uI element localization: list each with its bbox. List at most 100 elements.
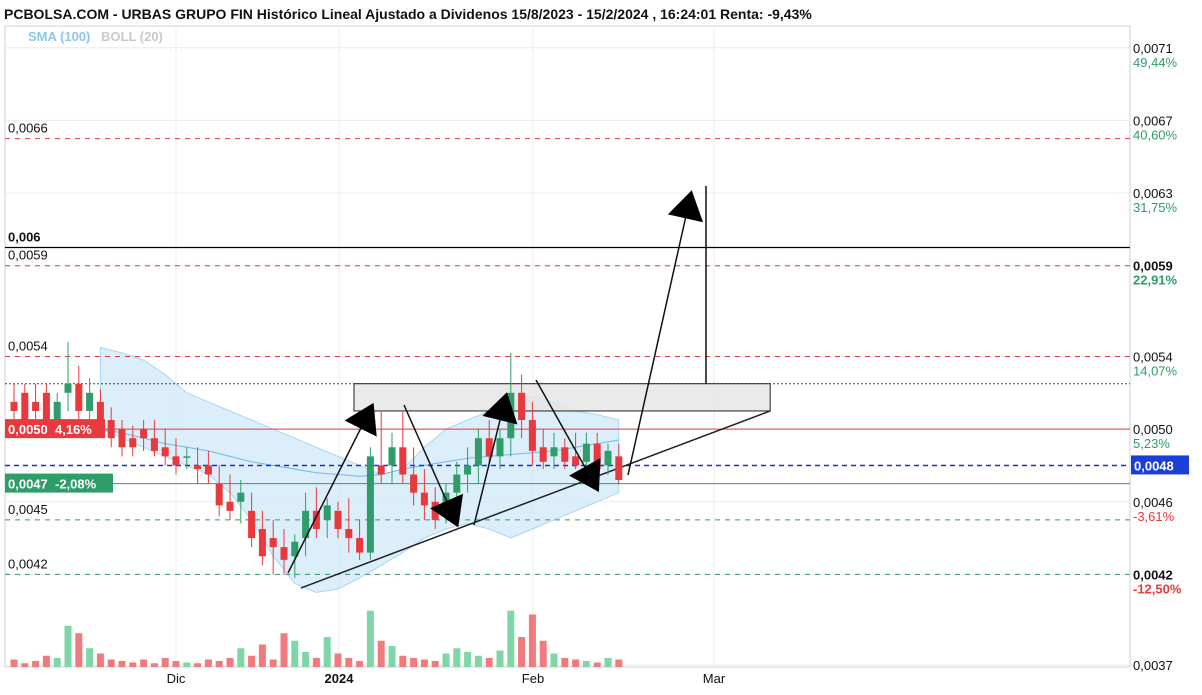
candle-body	[118, 429, 126, 448]
y-tick-label: 0,0071	[1133, 41, 1173, 56]
candle-body	[550, 447, 558, 457]
arrow-line	[287, 409, 371, 574]
arrow-head	[482, 392, 518, 425]
chart-title: PCBOLSA.COM - URBAS GRUPO FIN Histórico …	[4, 6, 812, 22]
price-tag-box	[5, 473, 113, 493]
candle-body	[485, 438, 493, 457]
candle-body	[366, 456, 374, 553]
candle-body	[496, 438, 504, 457]
volume-bar	[161, 658, 169, 667]
volume-bar	[561, 658, 569, 667]
consolidation-box	[353, 383, 771, 412]
candle-body	[150, 438, 158, 451]
volume-bar	[86, 648, 94, 667]
y-tick-label: 0,0046	[1133, 495, 1173, 510]
y-tick-label: 0,0037	[1133, 658, 1173, 673]
volume-bar	[399, 655, 407, 667]
x-tick-label: Mar	[703, 671, 726, 686]
candle-body	[280, 547, 288, 560]
y-tick-label: 0,0059	[1133, 259, 1173, 274]
volume-bar	[183, 662, 191, 667]
x-tick-label: Dic	[167, 671, 186, 686]
candle-body	[399, 447, 407, 475]
volume-bar	[248, 655, 256, 667]
candle-body	[64, 383, 72, 393]
volume-bar	[388, 646, 396, 667]
candle-body	[302, 510, 310, 539]
candle-body	[420, 492, 428, 506]
y-tick-label: 0,0067	[1133, 113, 1173, 128]
volume-bar	[507, 610, 515, 667]
volume-bar	[194, 663, 202, 667]
candle-body	[474, 438, 482, 466]
candle-body	[21, 392, 29, 421]
candle-body	[312, 510, 320, 529]
volume-bar	[366, 610, 374, 667]
candle-body	[204, 465, 212, 475]
volume-bar	[237, 648, 245, 667]
volume-bar	[442, 653, 450, 667]
indicator-boll: BOLL (20)	[101, 29, 163, 44]
x-tick-label: Feb	[522, 671, 544, 686]
candle-body	[528, 420, 536, 451]
y-tick-pct: 49,44%	[1133, 55, 1178, 70]
candle-body	[582, 443, 590, 462]
level-label: 0,0045	[8, 502, 48, 517]
candle-body	[96, 401, 104, 430]
current-price-label: 0,0048	[1134, 458, 1174, 473]
candle-body	[410, 474, 418, 493]
plot-frame	[4, 25, 1131, 668]
y-tick-pct: -3,61%	[1133, 509, 1175, 524]
candle-body	[453, 474, 461, 493]
candle-body	[53, 401, 61, 421]
volume-bar	[64, 625, 72, 667]
level-label: 0,0054	[8, 338, 48, 353]
volume-bar	[280, 633, 288, 667]
y-tick-label: 0,0042	[1133, 567, 1173, 582]
y-tick-pct: 5,23%	[1133, 436, 1170, 451]
candle-body	[323, 505, 331, 520]
candle-body	[86, 392, 94, 411]
price-tag-box	[5, 419, 105, 439]
candle-body	[42, 392, 50, 430]
volume-bar	[204, 659, 212, 667]
y-tick-pct: 14,07%	[1133, 363, 1178, 378]
arrow-line	[627, 197, 693, 476]
volume-bar	[291, 640, 299, 667]
volume-bar	[572, 659, 580, 667]
candle-body	[129, 438, 137, 448]
volume-bar	[269, 659, 277, 667]
volume-bar	[150, 663, 158, 667]
candle-body	[345, 528, 353, 539]
volume-bar	[345, 658, 353, 667]
volume-bar	[582, 661, 590, 667]
volume-bar	[410, 658, 418, 667]
volume-bar	[453, 648, 461, 667]
volume-bar	[431, 661, 439, 667]
volume-bar	[302, 652, 310, 667]
level-label: 0,0059	[8, 248, 48, 263]
candles	[10, 341, 623, 579]
candle-body	[604, 450, 612, 466]
candle-body	[291, 541, 299, 557]
volume-bar	[550, 653, 558, 667]
y-tick-label: 0,0063	[1133, 186, 1173, 201]
candle-body	[539, 447, 547, 462]
volume-bar	[107, 659, 115, 667]
grid	[5, 26, 1130, 667]
bollinger-area	[99, 346, 620, 594]
candle-body	[561, 447, 569, 462]
indicator-sma: SMA (100)	[28, 29, 90, 44]
candle-body	[615, 456, 623, 480]
price-levels: 0,006 0,0066 0,0059 0,0054 0,0045 0,0042	[5, 121, 1130, 575]
volume-bar	[32, 661, 40, 667]
volume-bar	[474, 655, 482, 667]
y-tick-label: 0,0054	[1133, 349, 1173, 364]
volume-bar	[518, 637, 526, 667]
volume-bar	[96, 653, 104, 667]
volume-bar	[140, 659, 148, 667]
x-tick-label: 2024	[325, 671, 355, 686]
y-tick-pct: 22,91%	[1133, 273, 1178, 288]
